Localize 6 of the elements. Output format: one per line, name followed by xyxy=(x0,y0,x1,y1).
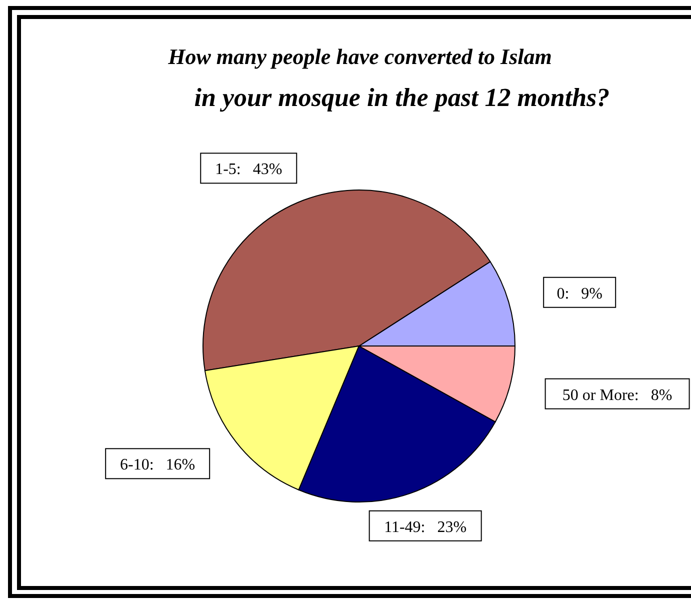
slice-label: 1-5: 43% xyxy=(215,161,282,178)
slice-label: 6-10: 16% xyxy=(120,456,196,474)
slice-label: 0: 9% xyxy=(556,285,602,302)
slice-label: 11-49: 23% xyxy=(384,518,467,536)
slice-label: 50 or More: 8% xyxy=(562,386,672,404)
chart-title: How many people have converted to Islam in your mosque in the past 12 months? xyxy=(167,44,610,112)
